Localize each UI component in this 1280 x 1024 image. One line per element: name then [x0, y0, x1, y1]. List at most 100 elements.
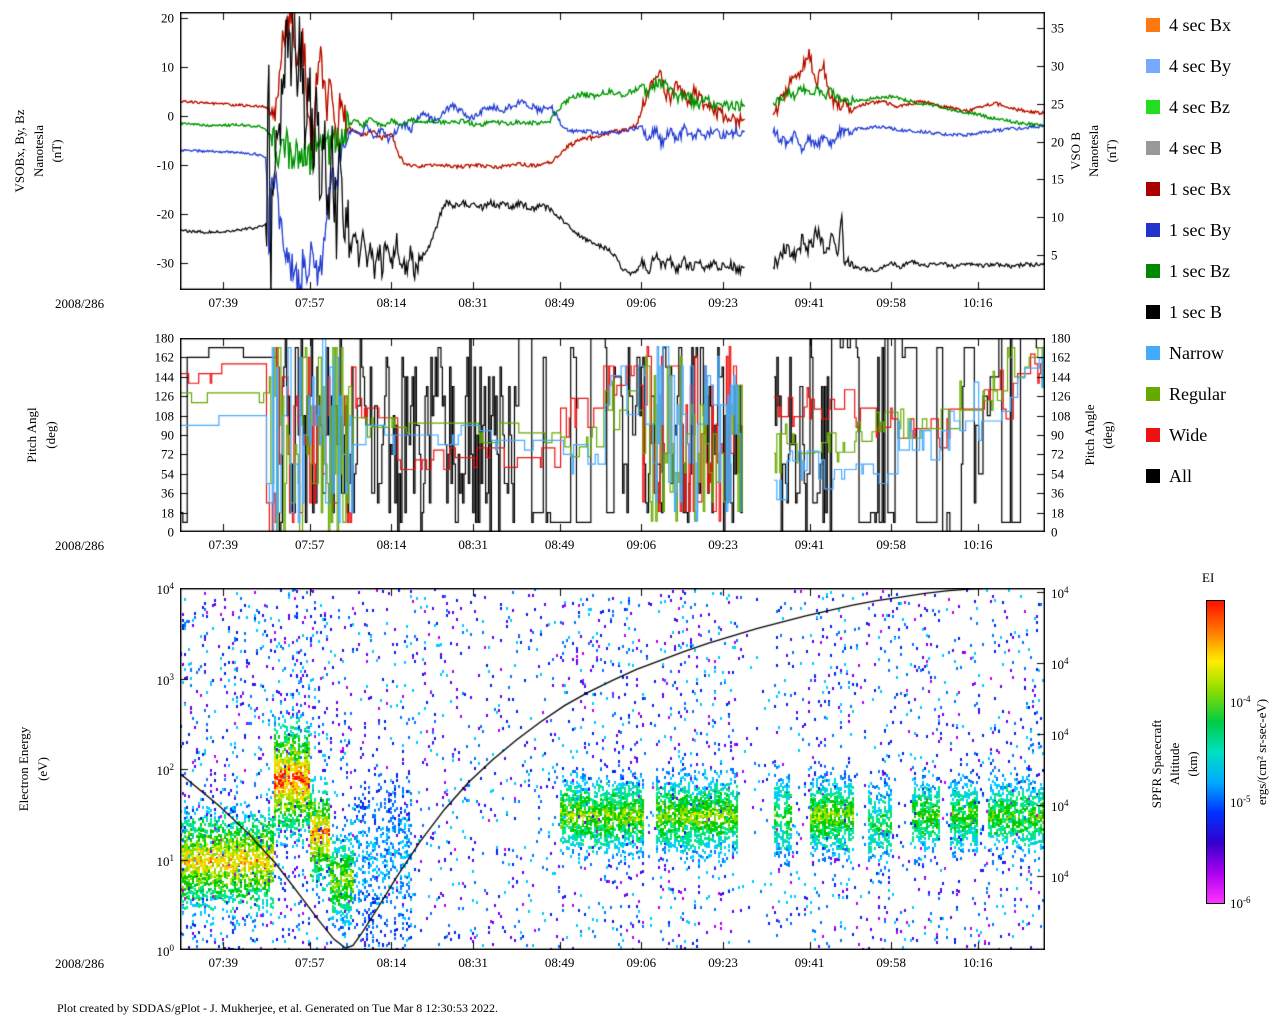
mag-x-tick-label: 08:49: [544, 295, 575, 310]
pitch-y-left-tick-label: 72: [161, 446, 174, 462]
mag-y-right-tick-label: 35: [1051, 20, 1064, 36]
legend-item-label: 4 sec Bz: [1169, 96, 1230, 117]
mag-date-label: 2008/286: [55, 296, 105, 311]
legend-swatch: [1146, 59, 1160, 73]
legend-item-wide: Wide: [1146, 424, 1231, 446]
energy-x-tick-label: 09:41: [794, 955, 825, 970]
energy-x-tick-label: 08:14: [376, 955, 407, 970]
legend-item-narrow: Narrow: [1146, 342, 1231, 364]
legend-swatch: [1146, 223, 1160, 237]
legend-item-4-sec-bx: 4 sec Bx: [1146, 14, 1231, 36]
pitch-y-left-tick-label: 90: [161, 427, 174, 443]
legend-item-label: All: [1169, 465, 1193, 486]
mag-x-tick-label: 09:58: [876, 295, 907, 310]
pitch-x-tick-label: 09:41: [794, 537, 825, 552]
pitch-x-tick-label: 10:16: [962, 537, 993, 552]
pitch-y-right-tick-label: 180: [1051, 330, 1071, 346]
mag-left-axis-title: VSOBx, By, Bz: [12, 109, 27, 193]
energy-left-axis-title: Electron Energy: [16, 726, 31, 812]
mag-x-tick-label: 09:06: [626, 295, 657, 310]
pitch-x-tick-label: 09:58: [876, 537, 907, 552]
legend-item-4-sec-by: 4 sec By: [1146, 55, 1231, 77]
mag-right-axis-unit2: (nT): [1104, 139, 1119, 163]
legend-swatch: [1146, 264, 1160, 278]
mag-x-tick-label: 09:41: [794, 295, 825, 310]
pitch-x-tick-label: 08:31: [458, 537, 488, 552]
energy-x-tick-label: 07:39: [208, 955, 239, 970]
energy-x-tick-label: 09:06: [626, 955, 657, 970]
legend-item-label: 4 sec Bx: [1169, 14, 1231, 35]
pitch-y-left-tick-label: 54: [161, 466, 174, 482]
pitch-left-axis-unit: (deg): [43, 421, 58, 449]
mag-right-axis-unit1: Nanotesla: [1086, 125, 1101, 177]
legend-swatch: [1146, 18, 1160, 32]
altitude-y-right-tick-label: 104: [1051, 797, 1069, 814]
legend-item-1-sec-by: 1 sec By: [1146, 219, 1231, 241]
colorbar-title: EI: [1202, 570, 1215, 585]
legend-swatch: [1146, 469, 1160, 483]
legend-swatch: [1146, 346, 1160, 360]
pitch-y-right-tick-label: 108: [1051, 408, 1071, 424]
energy-x-tick-label: 10:16: [962, 955, 993, 970]
pitch-y-left-tick-label: 180: [154, 330, 175, 346]
pitch-date-label: 2008/286: [55, 538, 105, 553]
footer-credit: Plot created by SDDAS/gPlot - J. Mukherj…: [57, 1001, 498, 1015]
mag-y-left-tick-label: 20: [161, 10, 174, 26]
mag-x-tick-label: 10:16: [962, 295, 993, 310]
pitch-right-axis-title: Pitch Angle: [1082, 404, 1097, 466]
mag-y-left-tick-label: -10: [156, 157, 174, 173]
pitch-x-tick-label: 09:06: [626, 537, 657, 552]
altitude-y-right-tick-label: 104: [1051, 655, 1069, 673]
mag-y-right-tick-label: 30: [1051, 58, 1064, 74]
energy-date-label: 2008/286: [55, 956, 105, 971]
legend-swatch: [1146, 305, 1160, 319]
mag-left-axis-unit1: Nanotesla: [31, 125, 46, 177]
pitch-y-right-tick-label: 18: [1051, 505, 1064, 521]
pitch-y-left-tick-label: 126: [154, 388, 175, 404]
energy-y-left-tick-label: 102: [156, 761, 175, 779]
legend-item-regular: Regular: [1146, 383, 1231, 405]
mag-x-tick-label: 08:31: [458, 295, 488, 310]
energy-x-tick-label: 08:31: [458, 955, 488, 970]
mag-right-axis-title: VSO B: [1068, 132, 1083, 170]
legend-item-4-sec-bz: 4 sec Bz: [1146, 96, 1231, 118]
mag-y-right-tick-label: 10: [1051, 209, 1064, 225]
legend-swatch: [1146, 428, 1160, 442]
legend-item-label: Regular: [1169, 383, 1226, 404]
legend-item-1-sec-bz: 1 sec Bz: [1146, 260, 1231, 282]
energy-x-tick-label: 09:23: [708, 955, 738, 970]
mag-y-left-tick-label: -30: [156, 255, 174, 271]
altitude-axis-title2: Altitude: [1167, 742, 1182, 786]
altitude-axis-title1: SPFR Spacecraft: [1149, 719, 1164, 809]
legend-swatch: [1146, 141, 1160, 155]
altitude-axis-unit: (km): [1185, 751, 1200, 777]
altitude-y-right-tick-label: 104: [1051, 868, 1069, 886]
colorbar: [1206, 600, 1225, 904]
mag-y-right-tick-label: 20: [1051, 134, 1064, 150]
pitch-y-right-tick-label: 54: [1051, 466, 1064, 482]
mag-x-tick-label: 07:39: [208, 295, 239, 310]
energy-y-left-tick-label: 100: [156, 942, 175, 960]
mag-y-left-tick-label: 10: [161, 59, 174, 75]
pitch-x-tick-label: 08:14: [376, 537, 407, 552]
legend-swatch: [1146, 387, 1160, 401]
legend-item-1-sec-bx: 1 sec Bx: [1146, 178, 1231, 200]
magnetic-field-plot: [180, 12, 1045, 290]
legend-item-4-sec-b: 4 sec B: [1146, 137, 1231, 159]
pitch-y-right-tick-label: 0: [1051, 524, 1058, 540]
energy-y-left-tick-label: 101: [156, 852, 175, 869]
pitch-y-right-tick-label: 90: [1051, 427, 1064, 443]
energy-left-axis-unit: (eV): [35, 757, 50, 781]
colorbar-unit: ergs/(cm² sr-sec-eV): [1254, 698, 1269, 806]
legend-item-1-sec-b: 1 sec B: [1146, 301, 1231, 323]
pitch-x-tick-label: 07:39: [208, 537, 239, 552]
pitch-y-right-tick-label: 162: [1051, 349, 1071, 365]
mag-x-tick-label: 08:14: [376, 295, 407, 310]
pitch-y-left-tick-label: 162: [154, 349, 175, 365]
legend-item-label: 4 sec B: [1169, 137, 1222, 158]
pitch-x-tick-label: 08:49: [544, 537, 575, 552]
pitch-y-left-tick-label: 18: [161, 505, 174, 521]
mag-y-right-tick-label: 5: [1051, 247, 1058, 263]
energy-y-left-tick-label: 103: [156, 671, 175, 688]
